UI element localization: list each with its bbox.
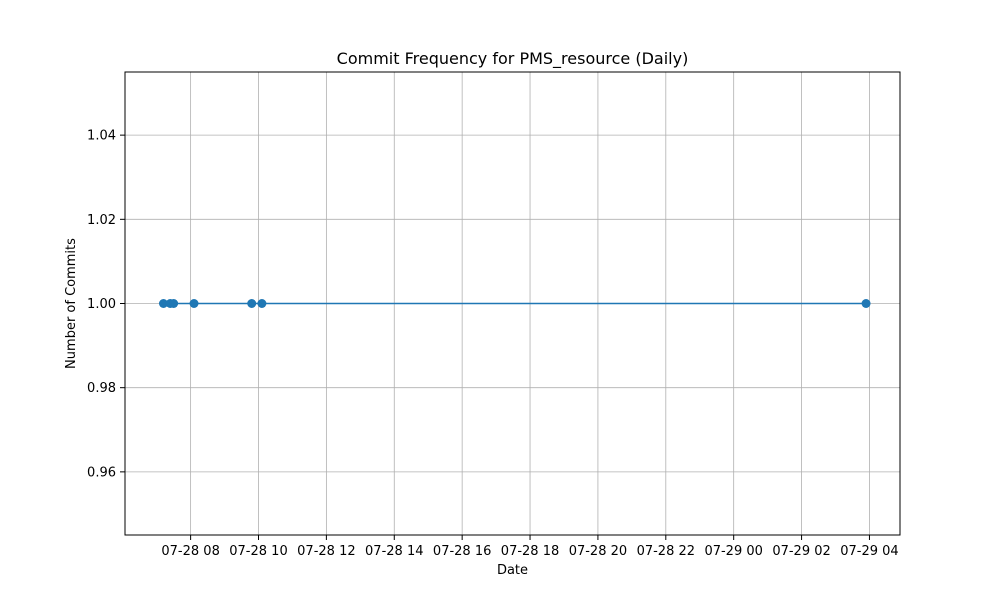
- y-tick-label: 0.98: [87, 381, 116, 396]
- data-point: [247, 299, 257, 308]
- x-axis-label: Date: [497, 563, 528, 578]
- y-tick-label: 1.04: [87, 129, 116, 144]
- x-tick-label: 07-28 08: [161, 544, 219, 559]
- data-point: [158, 299, 168, 308]
- x-tick-label: 07-28 12: [297, 544, 355, 559]
- x-tick-label: 07-28 16: [433, 544, 491, 559]
- data-point: [861, 299, 871, 308]
- x-tick-label: 07-28 18: [501, 544, 559, 559]
- y-axis-ticks: 0.96 0.98 1.00 1.02 1.04: [87, 129, 125, 480]
- x-tick-label: 07-28 20: [569, 544, 627, 559]
- x-tick-label: 07-29 04: [840, 544, 898, 559]
- x-tick-label: 07-29 00: [704, 544, 762, 559]
- x-tick-label: 07-28 14: [365, 544, 423, 559]
- chart-title: Commit Frequency for PMS_resource (Daily…: [337, 49, 689, 69]
- x-axis-ticks: 07-28 08 07-28 10 07-28 12 07-28 14 07-28 16…: [161, 535, 899, 559]
- x-tick-label: 07-28 22: [637, 544, 695, 559]
- x-tick-label: 07-28 10: [229, 544, 287, 559]
- series-layer: [158, 299, 871, 308]
- y-tick-label: 1.02: [87, 213, 116, 228]
- data-point: [257, 299, 267, 308]
- y-tick-label: 1.00: [87, 297, 116, 312]
- data-point: [169, 299, 179, 308]
- y-tick-label: 0.96: [87, 465, 116, 480]
- data-point: [189, 299, 199, 308]
- y-axis-label: Number of Commits: [64, 238, 79, 369]
- x-tick-label: 07-29 02: [772, 544, 830, 559]
